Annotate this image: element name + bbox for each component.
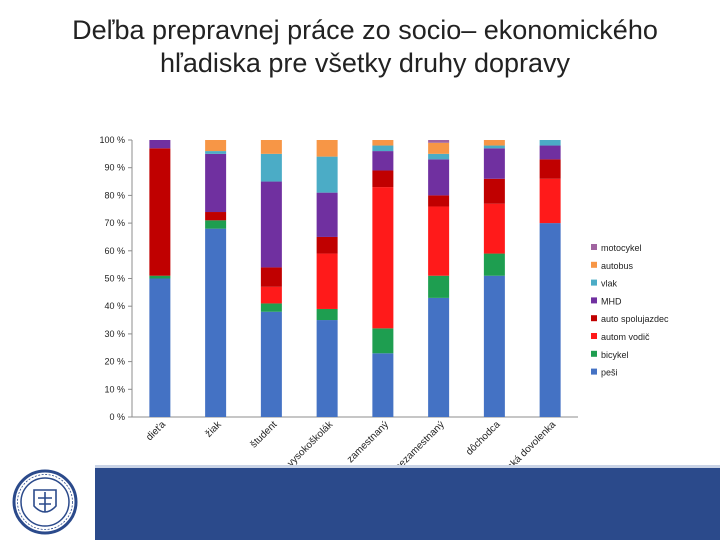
x-tick-label: študent <box>249 419 280 450</box>
stacked-bar-chart: 0 % 10 % 20 % 30 % 40 % 50 % 60 % 70 % 80 % 90 % 1… <box>99 135 669 465</box>
legend-label: peši <box>601 368 618 378</box>
y-tick-label: 30 % <box>104 329 125 339</box>
bar-segment <box>316 320 338 417</box>
bar-segment <box>316 192 338 237</box>
bar-segment <box>260 153 282 182</box>
bar-segment <box>483 203 505 254</box>
bar-segment <box>372 328 394 354</box>
bar-segment <box>539 159 561 179</box>
bar-segment <box>316 156 338 193</box>
x-tick-label: dieťa <box>144 419 168 443</box>
y-tick-label: 20 % <box>104 357 125 367</box>
legend-swatch <box>591 350 597 357</box>
legend-swatch <box>591 333 597 339</box>
bar-segment <box>428 275 450 298</box>
y-tick-label: 10 % <box>104 384 125 394</box>
chart-title: Deľba prepravnej práce zo socio– ekonomi… <box>72 15 658 78</box>
y-tick-label: 50 % <box>104 274 125 284</box>
bar-segment <box>260 286 282 304</box>
legend-label: MHD <box>601 296 622 306</box>
bar-segment <box>149 140 171 149</box>
bar-segment <box>372 170 394 188</box>
bar-segment <box>205 228 227 417</box>
bar-segment <box>539 145 561 160</box>
bar-segment <box>428 140 450 143</box>
x-tick-label: zamestnaný <box>345 419 391 465</box>
bar-segment <box>260 140 282 154</box>
bar-segment <box>260 181 282 268</box>
legend-swatch <box>591 368 597 375</box>
bar-segment <box>428 142 450 154</box>
bar-segment <box>428 206 450 276</box>
legend-label: bicykel <box>601 350 629 360</box>
chart-legend: motocykel autobus vlak MHD auto spolujazdec a… <box>591 243 669 378</box>
y-tick-label: 60 % <box>104 246 125 256</box>
y-tick-label: 0 % <box>109 412 125 422</box>
bar-segment <box>260 267 282 287</box>
bar-segment <box>205 212 227 221</box>
bar-segment <box>428 297 450 417</box>
legend-label: vlak <box>601 279 618 289</box>
legend-swatch <box>591 279 597 286</box>
y-tick-label: 70 % <box>104 218 125 228</box>
bar-segment <box>372 140 394 146</box>
legend-swatch <box>591 261 597 268</box>
x-tick-label: žiak <box>203 419 224 440</box>
bar-segment <box>539 140 561 146</box>
bar-segment <box>372 151 394 171</box>
bar-segment <box>316 140 338 157</box>
bar-segment <box>539 178 561 224</box>
bar-segment <box>483 145 505 149</box>
bar-segment <box>428 159 450 196</box>
legend-label: autobus <box>601 261 634 271</box>
bar-segment <box>428 195 450 207</box>
bar-segment <box>539 223 561 417</box>
footer-band <box>0 465 720 540</box>
bar-segment <box>205 140 227 152</box>
x-tick-label: dôchodca <box>464 419 503 458</box>
bar-segment <box>149 278 171 417</box>
footer-stripe <box>95 465 720 468</box>
legend-swatch <box>591 315 597 322</box>
bar-segment <box>316 308 338 321</box>
x-tick-label: vysokoškolák <box>285 419 336 465</box>
bar-segment <box>149 148 171 276</box>
bar-segment <box>372 145 394 152</box>
bar-segment <box>316 253 338 309</box>
bar-segment <box>372 187 394 329</box>
bar-segment <box>483 140 505 146</box>
legend-swatch <box>591 297 597 304</box>
x-axis-labels: dieťa žiak študent vysokoškolák zamestnaný ne… <box>144 419 558 465</box>
bar-segment <box>483 178 505 204</box>
bar-segment <box>483 148 505 179</box>
legend-label: auto spolujazdec <box>601 314 669 324</box>
y-tick-label: 100 % <box>99 135 125 145</box>
legend-swatch <box>591 244 597 250</box>
chart-bars <box>149 140 561 417</box>
legend-label: motocykel <box>601 243 642 253</box>
x-tick-label: nezamestnaný <box>393 419 447 465</box>
bar-segment <box>149 275 171 279</box>
bar-segment <box>205 151 227 154</box>
bar-segment <box>316 236 338 254</box>
bar-segment <box>260 311 282 417</box>
chart-axes: 0 % 10 % 20 % 30 % 40 % 50 % 60 % 70 % 80 % 90 % 1… <box>99 135 578 422</box>
bar-segment <box>428 153 450 160</box>
y-tick-label: 90 % <box>104 163 125 173</box>
bar-segment <box>483 253 505 276</box>
bar-segment <box>205 220 227 229</box>
y-tick-label: 80 % <box>104 190 125 200</box>
bar-segment <box>205 153 227 213</box>
university-seal-icon <box>12 469 78 535</box>
legend-label: autom vodič <box>601 332 650 342</box>
bar-segment <box>372 353 394 417</box>
bar-segment <box>260 303 282 312</box>
bar-segment <box>483 275 505 417</box>
y-tick-label: 40 % <box>104 301 125 311</box>
